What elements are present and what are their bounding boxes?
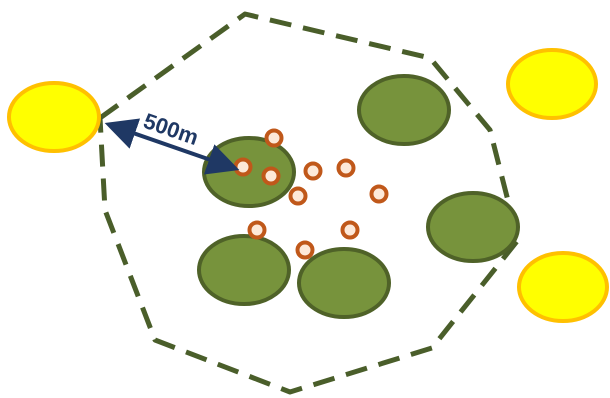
green-ellipse-bottom-left <box>197 234 291 306</box>
dot <box>247 220 267 240</box>
dot <box>303 161 323 181</box>
dot <box>233 157 253 177</box>
dot <box>295 240 315 260</box>
dot <box>369 184 389 204</box>
dashed-boundary <box>97 11 521 395</box>
yellow-ellipse-left <box>7 81 101 153</box>
yellow-ellipse-top-right <box>506 48 598 120</box>
dot <box>261 166 281 186</box>
green-ellipse-bottom-center <box>297 247 391 319</box>
green-ellipse-top-right <box>357 74 451 146</box>
dot <box>340 220 360 240</box>
yellow-ellipse-bottom-right <box>517 251 609 323</box>
distance-arrow <box>104 118 240 175</box>
distance-label: 500m <box>140 108 201 150</box>
dot-group <box>233 128 389 260</box>
green-ellipse-right <box>426 191 520 263</box>
dot <box>288 186 308 206</box>
dot <box>264 128 284 148</box>
dot <box>336 158 356 178</box>
